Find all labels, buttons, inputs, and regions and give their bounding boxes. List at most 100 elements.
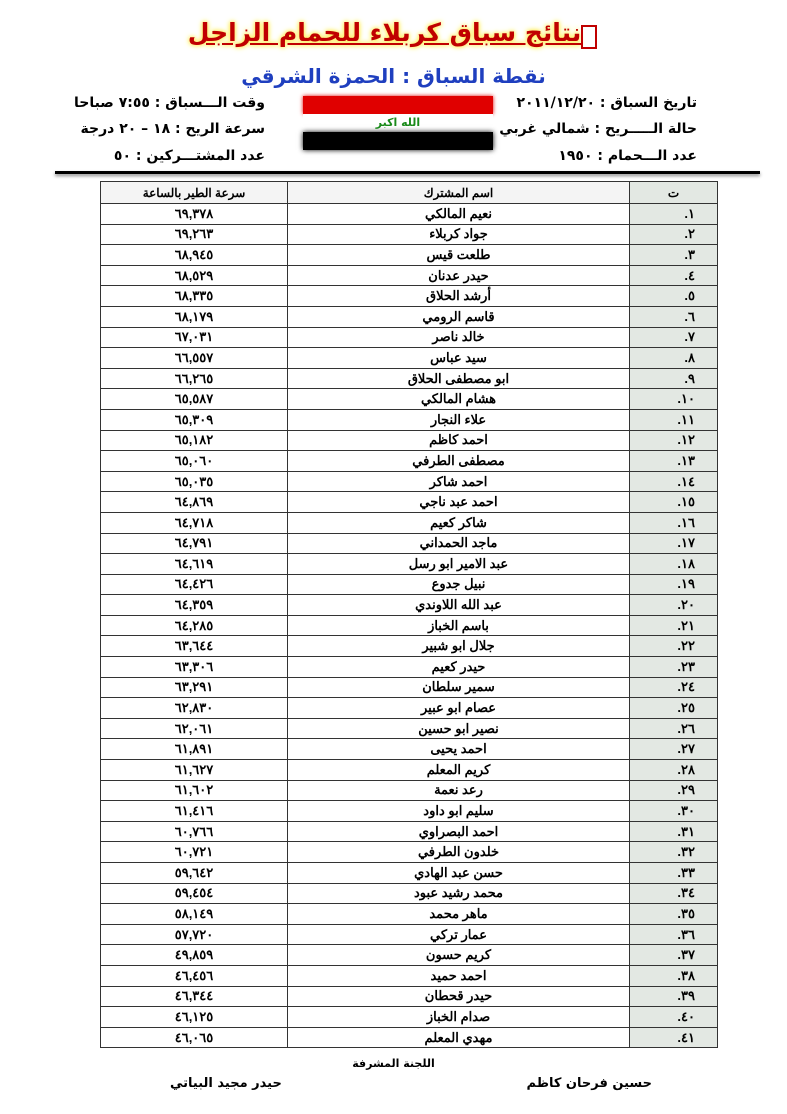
rank-cell: ٢٨. [629, 759, 718, 781]
speed-cell: ٦٤,٦١٩ [100, 553, 288, 575]
table-row: ٢٦. نصير ابو حسين ٦٢,٠٦١ [100, 717, 718, 740]
rank-cell: ٢. [629, 223, 718, 246]
table-row: ٣٣. حسن عبد الهادي ٥٩,٦٤٢ [100, 862, 718, 884]
speed-cell: ٦١,٦٢٧ [100, 759, 288, 781]
name-cell: ماهر محمد [287, 903, 630, 925]
rank-cell: ٢٣. [629, 656, 718, 678]
speed-cell: ٦٤,٢٨٥ [100, 614, 288, 637]
rank-cell: ٥. [629, 285, 718, 307]
rank-cell: ٢١. [629, 614, 718, 637]
participant-count: عدد المشتـــركين : ٥٠ [113, 148, 265, 164]
rank-cell: ٢٢. [629, 635, 718, 658]
name-cell: شاكر كعيم [287, 511, 630, 534]
rank-cell: ١٩. [629, 573, 718, 596]
table-row: ٢١. باسم الخباز ٦٤,٢٨٥ [100, 614, 718, 637]
table-row: ٢٧. احمد يحيى ٦١,٨٩١ [100, 738, 718, 761]
speed-cell: ٦٨,٣٣٥ [100, 285, 288, 307]
rank-cell: ٣٧. [629, 944, 718, 966]
table-row: ١١. علاء النجار ٦٥,٣٠٩ [100, 408, 718, 431]
rank-cell: ٤١. [629, 1026, 718, 1049]
name-cell: هشام المالكي [287, 388, 630, 410]
name-cell: احمد كاظم [287, 429, 630, 452]
name-cell: سمير سلطان [287, 676, 630, 699]
speed-cell: ٦٨,٩٤٥ [100, 244, 288, 266]
rank-cell: ٢٩. [629, 779, 718, 802]
rank-cell: ٨. [629, 347, 718, 369]
rank-cell: ١٧. [629, 532, 718, 555]
table-row: ٣. طلعت قيس ٦٨,٩٤٥ [100, 244, 718, 266]
table-row: ٥. أرشد الحلاق ٦٨,٣٣٥ [100, 285, 718, 307]
results-table: ت اسم المشترك سرعة الطير بالساعة ١. نعيم … [100, 181, 718, 1049]
rank-cell: ٩. [629, 367, 718, 390]
rank-cell: ١. [629, 203, 718, 225]
col-rank: ت [629, 181, 718, 204]
name-cell: محمد رشيد عبود [287, 882, 630, 905]
iraq-flag-icon: الله اكبر [303, 96, 493, 150]
table-row: ٤٠. صدام الخباز ٤٦,١٢٥ [100, 1006, 718, 1028]
table-row: ٢. جواد كربلاء ٦٩,٢٦٣ [100, 223, 718, 246]
name-cell: احمد عبد ناجي [287, 491, 630, 513]
speed-cell: ٥٨,١٤٩ [100, 903, 288, 925]
table-row: ٢٣. حيدر كعيم ٦٣,٣٠٦ [100, 656, 718, 678]
name-cell: عبد الامير ابو رسل [287, 553, 630, 575]
table-row: ٣٥. ماهر محمد ٥٨,١٤٩ [100, 903, 718, 925]
speed-cell: ٦٤,٣٥٩ [100, 594, 288, 616]
name-cell: نصير ابو حسين [287, 717, 630, 740]
rank-cell: ١٦. [629, 511, 718, 534]
name-cell: قاسم الرومي [287, 305, 630, 328]
speed-cell: ٦٩,٣٧٨ [100, 203, 288, 225]
table-row: ٩. ابو مصطفى الحلاق ٦٦,٢٦٥ [100, 367, 718, 390]
rank-cell: ٣. [629, 244, 718, 266]
name-cell: عصام ابو عبير [287, 697, 630, 719]
rank-cell: ٤٠. [629, 1006, 718, 1028]
speed-cell: ٦٤,٨٦٩ [100, 491, 288, 513]
name-cell: سليم ابو داود [287, 800, 630, 822]
page-title: نتائج سباق كربلاء للحمام الزاجل [0, 18, 787, 49]
name-cell: طلعت قيس [287, 244, 630, 266]
rank-cell: ١٢. [629, 429, 718, 452]
rank-cell: ٣٥. [629, 903, 718, 925]
speed-cell: ٦٣,٢٩١ [100, 676, 288, 699]
race-time: وقت الـــسباق : ٧:٥٥ صباحا [73, 95, 265, 111]
table-row: ٤. حيدر عدنان ٦٨,٥٢٩ [100, 264, 718, 287]
table-row: ٣٦. عمار تركي ٥٧,٧٢٠ [100, 923, 718, 946]
name-cell: مهدي المعلم [287, 1026, 630, 1049]
speed-cell: ٤٦,٤٥٦ [100, 964, 288, 987]
wind-speed: سرعة الريح : ١٨ – ٢٠ درجة [80, 121, 265, 137]
rank-cell: ١١. [629, 408, 718, 431]
flag-text: الله اكبر [303, 114, 493, 132]
table-row: ١٢. احمد كاظم ٦٥,١٨٢ [100, 429, 718, 452]
name-cell: سيد عباس [287, 347, 630, 369]
speed-cell: ٦٥,١٨٢ [100, 429, 288, 452]
wind-state: حالة الـــــريح : شمالي غربي [499, 121, 697, 137]
name-cell: حيدر كعيم [287, 656, 630, 678]
table-row: ٢٢. جلال ابو شبير ٦٣,٦٤٤ [100, 635, 718, 658]
speed-cell: ٦٦,٥٥٧ [100, 347, 288, 369]
speed-cell: ٦٦,٢٦٥ [100, 367, 288, 390]
table-row: ١٩. نبيل جدوع ٦٤,٤٢٦ [100, 573, 718, 596]
rank-cell: ٢٤. [629, 676, 718, 699]
speed-cell: ٦٨,٥٢٩ [100, 264, 288, 287]
speed-cell: ٦١,٤١٦ [100, 800, 288, 822]
rank-cell: ٣٦. [629, 923, 718, 946]
speed-cell: ٦٢,٠٦١ [100, 717, 288, 740]
name-cell: حيدر عدنان [287, 264, 630, 287]
speed-cell: ٤٦,١٢٥ [100, 1006, 288, 1028]
speed-cell: ٦٧,٠٣١ [100, 326, 288, 349]
speed-cell: ٤٦,٣٤٤ [100, 985, 288, 1008]
checkbox-glyph-icon [581, 24, 598, 49]
table-row: ٣٤. محمد رشيد عبود ٥٩,٤٥٤ [100, 882, 718, 905]
table-row: ٣٨. احمد حميد ٤٦,٤٥٦ [100, 964, 718, 987]
speed-cell: ٦٠,٧٦٦ [100, 820, 288, 843]
table-row: ١. نعيم المالكي ٦٩,٣٧٨ [100, 203, 718, 225]
col-name: اسم المشترك [287, 181, 630, 204]
name-cell: احمد شاكر [287, 470, 630, 493]
title-text: نتائج سباق كربلاء للحمام الزاجل [187, 18, 582, 47]
table-row: ٢٥. عصام ابو عبير ٦٢,٨٣٠ [100, 697, 718, 719]
table-row: ٢٨. كريم المعلم ٦١,٦٢٧ [100, 759, 718, 781]
rank-cell: ١٣. [629, 450, 718, 472]
table-row: ١٦. شاكر كعيم ٦٤,٧١٨ [100, 511, 718, 534]
table-row: ٣٩. حيدر قحطان ٤٦,٣٤٤ [100, 985, 718, 1008]
rank-cell: ١٨. [629, 553, 718, 575]
rank-cell: ٣٤. [629, 882, 718, 905]
